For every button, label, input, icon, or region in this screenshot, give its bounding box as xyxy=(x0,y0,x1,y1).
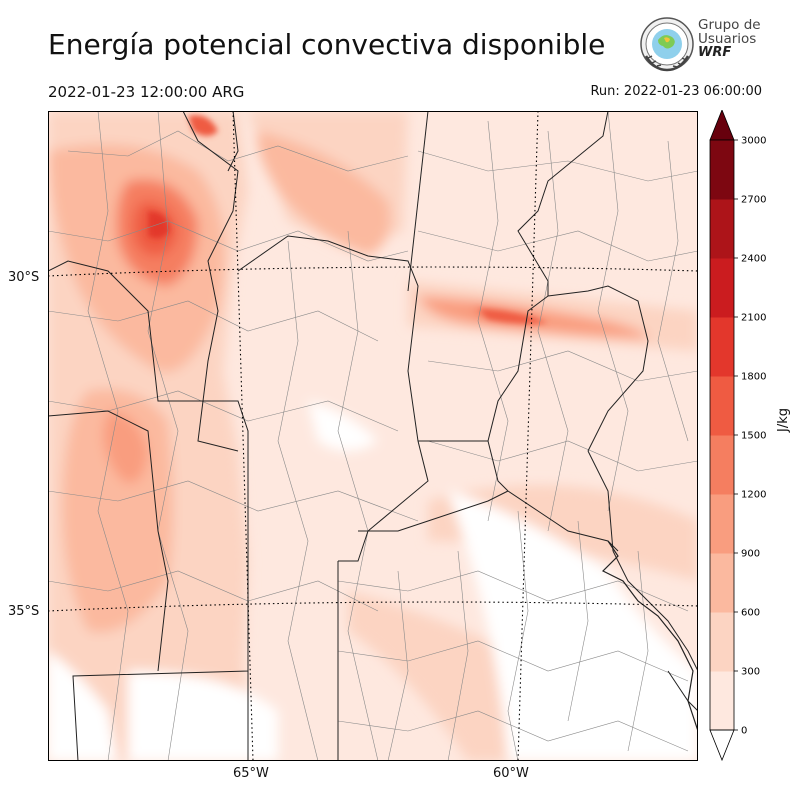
colorbar-tick-label: 2400 xyxy=(741,254,766,265)
valid-time: 2022-01-23 12:00:00 ARG xyxy=(48,83,245,101)
colorbar-tick-label: 3000 xyxy=(741,136,766,147)
run-time: Run: 2022-01-23 06:00:00 xyxy=(590,84,762,99)
colorbar-segment-1500 xyxy=(710,376,734,436)
globe-emblem-icon xyxy=(640,17,694,72)
map-panel[interactable] xyxy=(48,111,698,761)
colorbar-tick-label: 2700 xyxy=(741,195,766,206)
colorbar-tick-label: 2100 xyxy=(741,313,766,324)
colorbar-tick-label: 300 xyxy=(741,667,760,678)
colorbar-segment-1200 xyxy=(710,435,734,495)
lat-label-35s: 35°S xyxy=(8,604,40,619)
colorbar-segment-2400 xyxy=(710,199,734,259)
colorbar-tick-label: 1800 xyxy=(741,372,766,383)
lon-label-65w: 65°W xyxy=(233,766,269,781)
colorbar-segment-0 xyxy=(710,671,734,731)
cape-detail xyxy=(148,115,548,324)
colorbar-unit: J/kg xyxy=(776,408,791,432)
graticule xyxy=(48,111,698,761)
colorbar-segment-2700 xyxy=(710,140,734,200)
logo-line-1: Grupo de xyxy=(698,17,761,33)
colorbar-scale: 0 300 600 900 1200 1500 1800 2100 2400 2700 3000 xyxy=(709,108,766,762)
cape-field xyxy=(48,111,698,761)
colorbar-segment-1800 xyxy=(710,317,734,377)
colorbar-tick-label: 0 xyxy=(741,726,747,737)
department-lines xyxy=(48,111,698,761)
colorbar-tick-label: 1200 xyxy=(741,490,766,501)
wrf-group-logo: Grupo de Usuarios WRF xyxy=(638,16,768,74)
cape-map[interactable] xyxy=(48,111,698,761)
map-border xyxy=(48,111,698,761)
colorbar-extend-min xyxy=(709,729,735,762)
colorbar-extend-max xyxy=(709,108,735,141)
logo-line-3: WRF xyxy=(698,45,732,60)
colorbar-segment-2100 xyxy=(710,258,734,318)
colorbar: 0 300 600 900 1200 1500 1800 2100 2400 2700 3000 xyxy=(704,108,784,770)
province-borders xyxy=(48,111,698,761)
map-title: Energía potencial convectiva disponible xyxy=(48,28,606,61)
colorbar-segment-600 xyxy=(710,553,734,613)
colorbar-tick-label: 900 xyxy=(741,549,760,560)
logo-text: Grupo de Usuarios WRF xyxy=(698,18,761,60)
lat-label-30s: 30°S xyxy=(8,270,40,285)
colorbar-tick-label: 1500 xyxy=(741,431,766,442)
logo-line-2: Usuarios xyxy=(698,31,757,47)
colorbar-tick-label: 600 xyxy=(741,608,760,619)
lon-label-60w: 60°W xyxy=(493,766,529,781)
colorbar-segment-300 xyxy=(710,612,734,672)
coastline xyxy=(601,540,698,732)
colorbar-segment-900 xyxy=(710,494,734,554)
